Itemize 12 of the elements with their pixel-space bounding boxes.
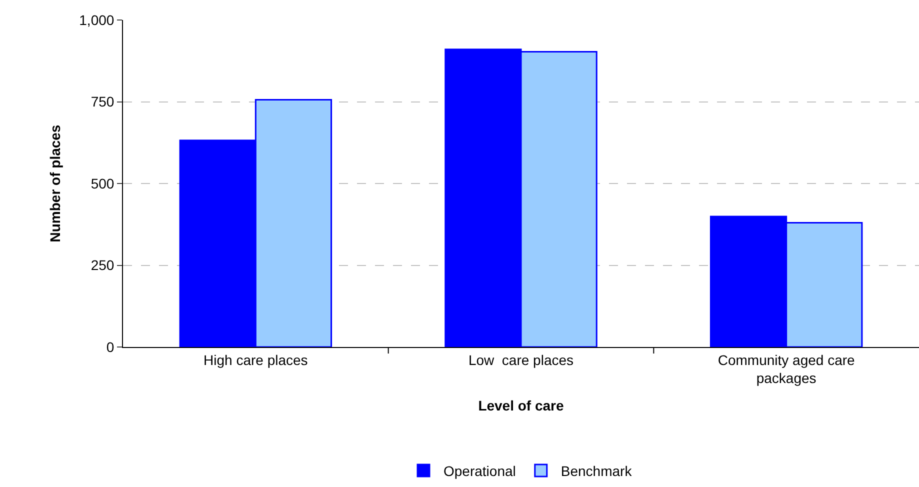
x-tick-label: High care places	[204, 352, 308, 368]
legend-label: Benchmark	[560, 462, 633, 479]
y-tick-label: 0	[106, 338, 114, 355]
x-tick-label: Low care places	[468, 352, 574, 368]
y-tick-label: 500	[90, 175, 114, 192]
y-axis-title: Number of places	[46, 124, 63, 242]
y-tick-label: 1,000	[79, 12, 114, 28]
y-tick-label: 250	[90, 257, 114, 274]
legend-label: Operational	[444, 462, 516, 479]
x-tick-label: Community aged care packages	[718, 352, 856, 386]
y-tick-label: 750	[90, 94, 114, 110]
x-axis-title: Level of care	[478, 397, 564, 414]
